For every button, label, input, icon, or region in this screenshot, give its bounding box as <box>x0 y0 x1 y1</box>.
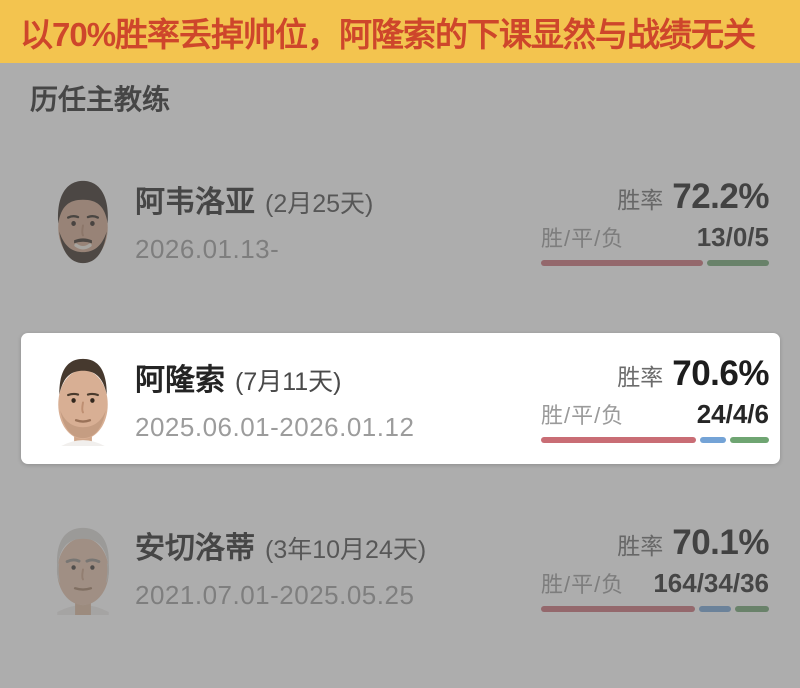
wdl-value: 13/0/5 <box>696 221 769 252</box>
coach-period: 2026.01.13- <box>135 234 280 264</box>
coach-info: 安切洛蒂 (3年10月24天) 2021.07.01-2025.05.25 <box>135 523 541 611</box>
coach-avatar <box>47 520 119 615</box>
wdl-bar <box>541 437 769 443</box>
coach-row[interactable]: 阿韦洛亚 (2月25天) 2026.01.13- 胜率 72.2% 胜/平/负 … <box>0 162 800 280</box>
win-rate-line: 胜率 72.2% <box>541 177 769 217</box>
win-rate-label: 胜率 <box>617 186 664 213</box>
coach-photo-ancelotti-icon <box>56 527 110 615</box>
coach-stats: 胜率 70.1% 胜/平/负 164/34/36 <box>541 523 769 612</box>
coach-period: 2025.06.01-2026.01.12 <box>135 411 415 442</box>
win-rate-value: 70.1% <box>672 522 769 562</box>
coach-name: 安切洛蒂 <box>135 532 255 565</box>
bar-win-segment <box>541 437 697 443</box>
bar-loss-segment <box>730 437 769 443</box>
wdl-label: 胜/平/负 <box>541 571 625 597</box>
wdl-line: 胜/平/负 24/4/6 <box>541 398 769 430</box>
wdl-line: 胜/平/负 164/34/36 <box>541 567 769 599</box>
wdl-bar <box>541 259 769 266</box>
coach-name-line: 阿隆索 (7月11天) <box>135 355 541 399</box>
bar-loss-segment <box>735 605 769 612</box>
headline-text: 以70%胜率丢掉帅位，阿隆索的下课显然与战绩无关 <box>20 15 756 53</box>
wdl-value: 24/4/6 <box>696 399 769 429</box>
coach-name-line: 安切洛蒂 (3年10月24天) <box>135 523 541 567</box>
headline-banner: 以70%胜率丢掉帅位，阿隆索的下课显然与战绩无关 <box>0 0 800 63</box>
coach-tenure: (2月25天) <box>265 190 374 218</box>
win-rate-label: 胜率 <box>617 364 664 390</box>
coach-tenure: (3年10月24天) <box>265 536 427 564</box>
coach-name: 阿韦洛亚 <box>135 186 255 219</box>
coach-stats: 胜率 72.2% 胜/平/负 13/0/5 <box>541 177 769 266</box>
coach-photo-arbeloa-icon <box>58 180 108 263</box>
coach-row[interactable]: 安切洛蒂 (3年10月24天) 2021.07.01-2025.05.25 胜率… <box>0 508 800 626</box>
wdl-value: 164/34/36 <box>653 567 769 598</box>
section-title: 历任主教练 <box>30 84 171 115</box>
win-rate-line: 胜率 70.6% <box>541 354 769 394</box>
win-rate-line: 胜率 70.1% <box>541 523 769 563</box>
win-rate-value: 70.6% <box>672 354 769 393</box>
coach-avatar <box>47 351 119 446</box>
bar-win-segment <box>541 259 703 266</box>
coach-period: 2021.07.01-2025.05.25 <box>135 580 415 610</box>
bar-draw-segment <box>699 605 732 612</box>
coach-name-line: 阿韦洛亚 (2月25天) <box>135 177 541 221</box>
bar-loss-segment <box>706 259 769 266</box>
wdl-label: 胜/平/负 <box>541 403 625 428</box>
wdl-bar <box>541 605 769 612</box>
coach-row[interactable]: 阿隆索 (7月11天) 2025.06.01-2026.01.12 胜率 70.… <box>0 333 800 464</box>
win-rate-label: 胜率 <box>617 532 664 559</box>
coach-name: 阿隆索 <box>135 363 225 397</box>
coach-tenure: (7月11天) <box>235 367 342 396</box>
coach-info: 阿韦洛亚 (2月25天) 2026.01.13- <box>135 177 541 265</box>
bar-win-segment <box>541 605 696 612</box>
coach-stats: 胜率 70.6% 胜/平/负 24/4/6 <box>541 354 769 443</box>
coach-info: 阿隆索 (7月11天) 2025.06.01-2026.01.12 <box>135 355 541 443</box>
win-rate-value: 72.2% <box>672 176 769 216</box>
coach-photo-alonso-icon <box>58 358 108 446</box>
bar-draw-segment <box>700 437 727 443</box>
coach-avatar <box>47 174 119 269</box>
wdl-label: 胜/平/负 <box>541 225 625 251</box>
wdl-line: 胜/平/负 13/0/5 <box>541 221 769 253</box>
